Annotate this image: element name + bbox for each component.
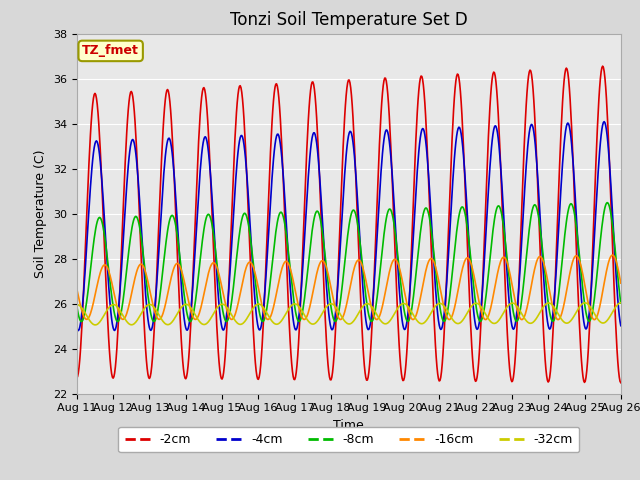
- Title: Tonzi Soil Temperature Set D: Tonzi Soil Temperature Set D: [230, 11, 468, 29]
- Text: TZ_fmet: TZ_fmet: [82, 44, 139, 58]
- Y-axis label: Soil Temperature (C): Soil Temperature (C): [35, 149, 47, 278]
- X-axis label: Time: Time: [333, 419, 364, 432]
- Legend: -2cm, -4cm, -8cm, -16cm, -32cm: -2cm, -4cm, -8cm, -16cm, -32cm: [118, 427, 579, 452]
